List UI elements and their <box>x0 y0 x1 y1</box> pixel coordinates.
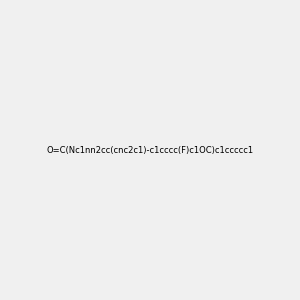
Text: O=C(Nc1nn2cc(cnc2c1)-c1cccc(F)c1OC)c1ccccc1: O=C(Nc1nn2cc(cnc2c1)-c1cccc(F)c1OC)c1ccc… <box>46 146 253 154</box>
